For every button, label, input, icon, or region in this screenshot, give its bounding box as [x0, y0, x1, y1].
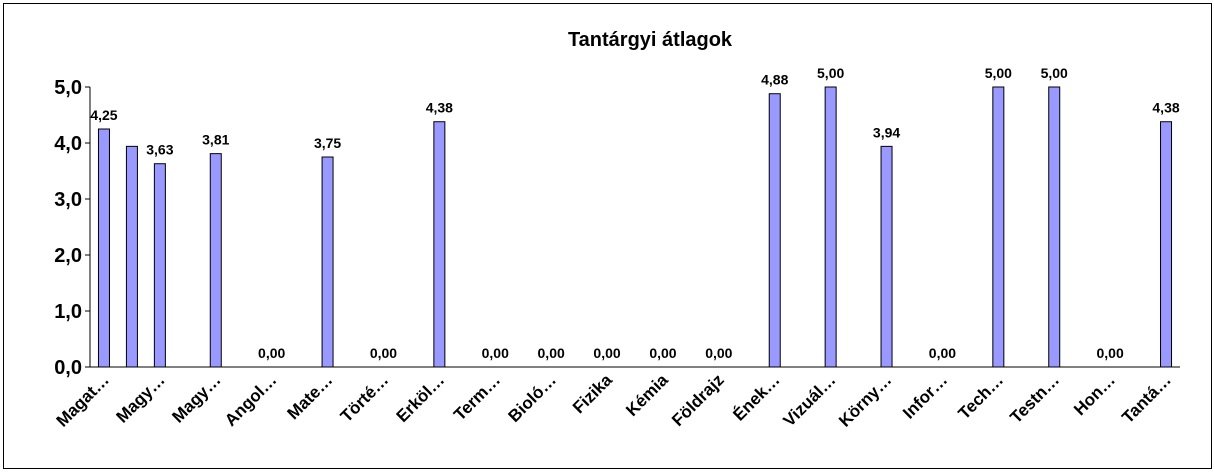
value-label: 0,00 — [929, 345, 956, 361]
chart-title: Tantárgyi átlagok — [568, 29, 733, 51]
value-label: 0,00 — [482, 345, 509, 361]
y-tick-label: 2,0 — [54, 245, 82, 267]
value-label: 4,38 — [426, 100, 453, 116]
bar — [824, 86, 837, 368]
value-label: 5,00 — [1041, 65, 1068, 81]
value-label: 3,75 — [314, 135, 341, 151]
bar — [153, 163, 166, 368]
value-label: 0,00 — [258, 345, 285, 361]
bar — [433, 121, 446, 368]
value-label: 4,88 — [761, 72, 788, 88]
bar — [209, 153, 222, 368]
value-label: 5,00 — [985, 65, 1012, 81]
y-tick-label: 4,0 — [54, 133, 82, 155]
value-label: 4,25 — [90, 107, 117, 123]
value-label: 0,00 — [705, 345, 732, 361]
bar — [768, 93, 781, 368]
y-tick-label: 3,0 — [54, 189, 82, 211]
value-label: 0,00 — [593, 345, 620, 361]
value-label: 3,63 — [146, 142, 173, 158]
bar — [880, 145, 893, 368]
bar — [321, 156, 334, 368]
y-tick-label: 5,0 — [54, 77, 82, 99]
value-label: 4,38 — [1152, 100, 1179, 116]
bar — [1048, 86, 1061, 368]
value-label: 0,00 — [649, 345, 676, 361]
value-label: 0,00 — [538, 345, 565, 361]
y-tick-label: 1,0 — [54, 301, 82, 323]
chart-frame — [3, 3, 1212, 469]
bar — [125, 145, 138, 368]
value-label: 0,00 — [1097, 345, 1124, 361]
value-label: 5,00 — [817, 65, 844, 81]
bar — [1160, 121, 1173, 368]
value-label: 3,81 — [202, 132, 229, 148]
value-label: 3,94 — [873, 124, 900, 140]
bar — [97, 128, 110, 368]
bar — [992, 86, 1005, 368]
value-label: 0,00 — [370, 345, 397, 361]
y-tick-label: 0,0 — [54, 357, 82, 379]
